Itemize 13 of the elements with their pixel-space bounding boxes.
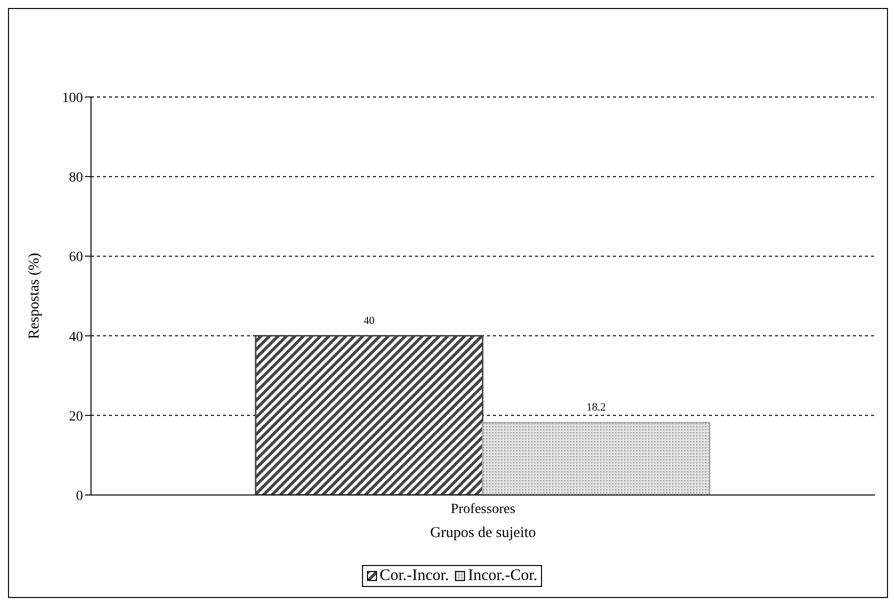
- x-axis-title: Grupos de sujeito: [430, 525, 536, 541]
- legend-label: Cor.-Incor.: [378, 567, 449, 585]
- x-tick-label: Professores: [450, 502, 516, 517]
- y-tick-label: 20: [69, 409, 83, 424]
- legend-label: Incor.-Cor.: [467, 567, 538, 585]
- data-label: 18.2: [586, 402, 606, 414]
- y-tick-label: 40: [69, 330, 83, 345]
- data-label: 40: [364, 314, 376, 327]
- y-tick-label: 80: [69, 170, 83, 186]
- y-tick-label: 0: [76, 488, 83, 504]
- y-tick-label: 100: [62, 90, 83, 106]
- y-axis-title: Respostas (%): [26, 252, 42, 340]
- y-tick-label: 60: [69, 250, 83, 266]
